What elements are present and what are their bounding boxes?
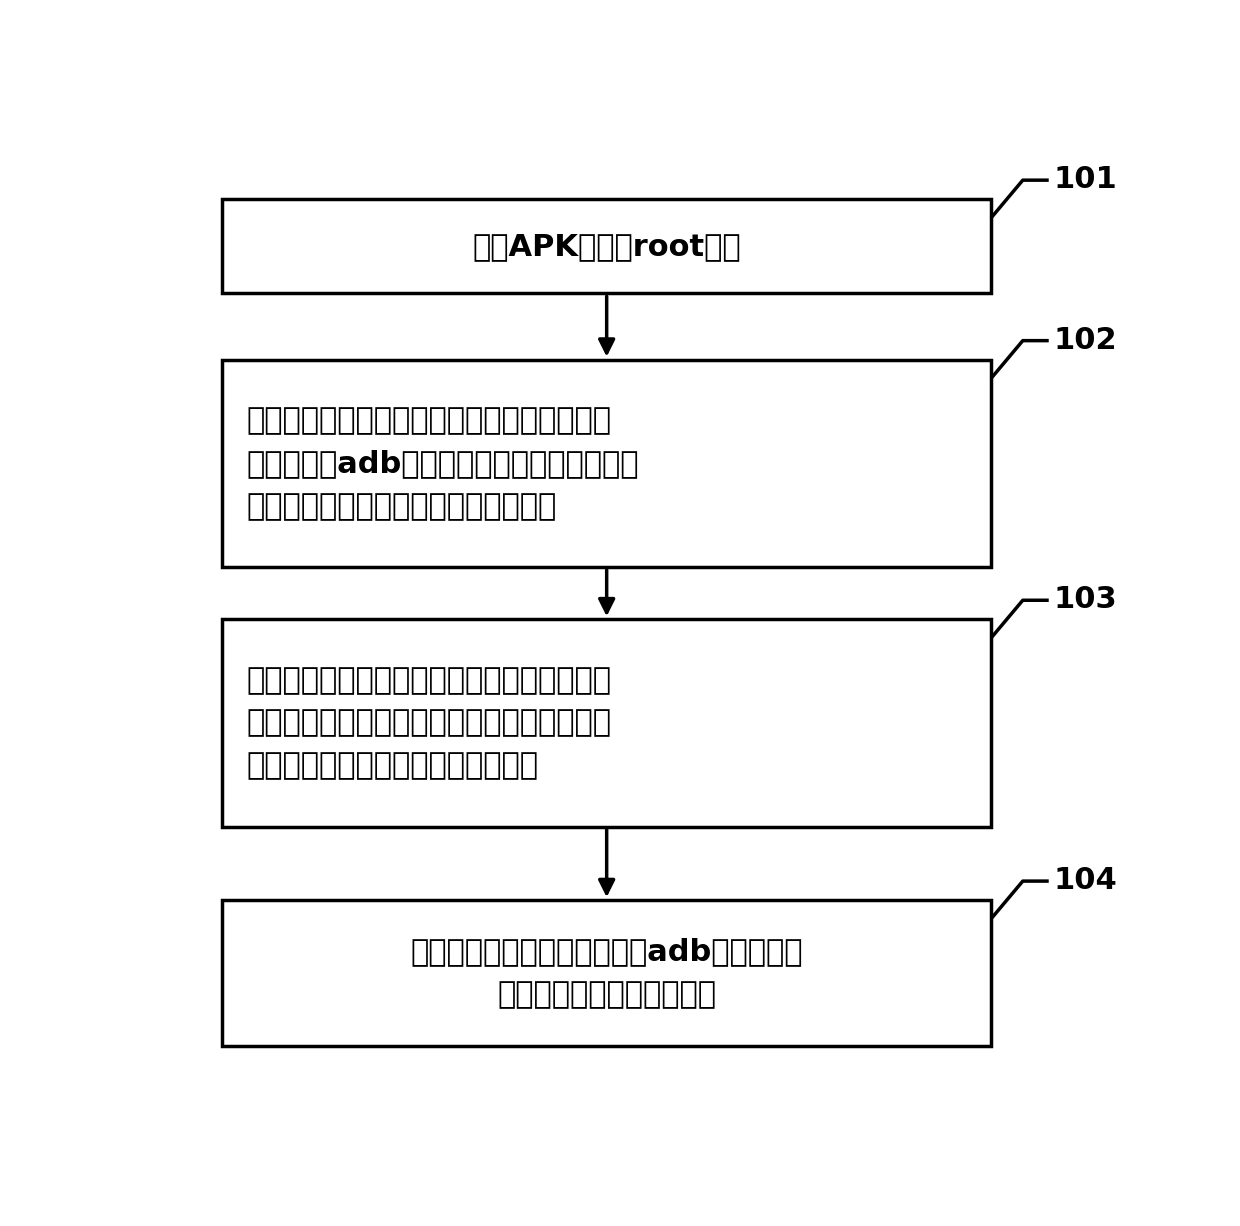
Bar xyxy=(222,199,991,293)
Text: 103: 103 xyxy=(1054,585,1117,614)
Text: 102: 102 xyxy=(1054,326,1117,354)
Text: 104: 104 xyxy=(1054,867,1117,895)
Text: 按照所述逻辑配置信息，通过adb命令对所述
目标开关进行逻辑配置操作: 按照所述逻辑配置信息，通过adb命令对所述 目标开关进行逻辑配置操作 xyxy=(410,937,804,1009)
Text: 根据预存的设备机型与天线调谐开关的映射关
系表，通过adb命令获得电了设备的设备机型
对应的天线调谐开关列表并于界面显示: 根据预存的设备机型与天线调谐开关的映射关 系表，通过adb命令获得电了设备的设备… xyxy=(247,406,639,521)
Text: 开启APK，获取root权限: 开启APK，获取root权限 xyxy=(472,232,742,261)
Text: 101: 101 xyxy=(1054,166,1117,194)
Bar xyxy=(222,359,991,568)
Bar xyxy=(222,619,991,826)
Text: 根据界面采集的输入信息，确定天线调谐开关
列表中的至少一个天线调谐开关为目标开关，
并获得针对目标开关的逻辑配置信息: 根据界面采集的输入信息，确定天线调谐开关 列表中的至少一个天线调谐开关为目标开关… xyxy=(247,666,611,780)
Bar xyxy=(222,900,991,1046)
